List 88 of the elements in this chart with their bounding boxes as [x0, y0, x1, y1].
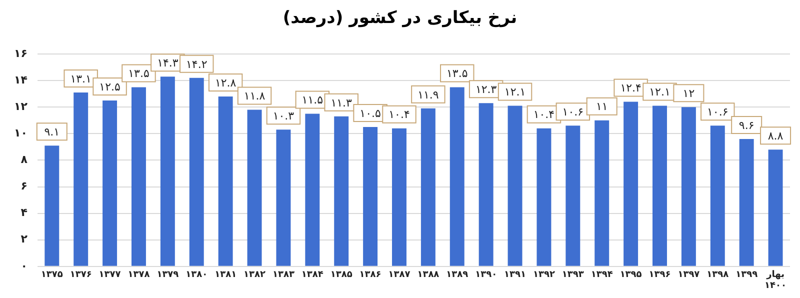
chart-title: نرخ بیکاری در کشور (درصد) [282, 7, 518, 30]
x-tick-label: ۱۳۹۰ [475, 270, 498, 280]
bar [768, 150, 783, 266]
x-tick-label: بهار ۱۴۰۰ [764, 270, 787, 291]
bar [420, 108, 436, 266]
x-tick-label: ۱۳۹۵ [620, 270, 642, 280]
bar [652, 106, 667, 266]
bar [44, 146, 60, 266]
bar [74, 92, 88, 266]
bar [218, 96, 233, 266]
bar [276, 130, 291, 266]
data-label: ۱۲.۱ [649, 86, 670, 99]
x-tick-label: ۱۳۸۹ [446, 270, 469, 280]
x-tick-label: ۱۳۷۵ [40, 270, 64, 280]
x-tick-label: ۱۳۸۴ [301, 270, 324, 280]
data-label: ۱۱ [596, 100, 608, 114]
data-label: ۱۱.۹ [418, 88, 439, 102]
x-tick-label: ۱۳۸۵ [330, 270, 353, 280]
y-tick-label: ۴ [20, 206, 28, 220]
bar [102, 100, 118, 266]
data-label: ۱۲.۵ [99, 80, 120, 94]
y-tick-label: ۱۶ [14, 46, 28, 60]
x-tick-label: ۱۳۹۴ [590, 270, 614, 280]
x-tick-label: ۱۳۸۲ [244, 270, 266, 280]
x-tick-label: ۱۳۸۱ [214, 270, 237, 280]
bar [247, 110, 262, 266]
data-label: ۱۲.۸ [214, 76, 236, 90]
y-tick-label: ۱۰ [14, 126, 28, 140]
x-tick-label: ۱۳۹۸ [706, 270, 730, 280]
data-label: ۱۴.۲ [186, 58, 208, 71]
data-label: ۱۲.۱ [504, 86, 526, 99]
y-tick-label: ۲ [20, 232, 28, 246]
bar [508, 106, 522, 266]
bar [710, 126, 725, 266]
x-tick-label: ۱۳۷۶ [70, 270, 92, 280]
x-tick-label: ۱۳۷۹ [156, 270, 180, 280]
bar [363, 127, 378, 266]
bar [566, 126, 580, 266]
x-tick-label: ۱۳۹۶ [648, 270, 671, 280]
data-label: ۱۳.۱ [70, 72, 92, 86]
bar [739, 138, 754, 266]
data-label: ۱۲.۴ [620, 82, 642, 95]
data-label: ۱۳.۵ [446, 67, 468, 80]
data-label: ۱۴.۳ [157, 56, 178, 70]
data-label: ۱۰.۵ [360, 106, 381, 120]
data-label: ۱۰.۳ [272, 110, 294, 123]
x-tick-label: ۱۳۷۸ [128, 270, 150, 280]
bar [536, 128, 552, 266]
bar [132, 87, 146, 266]
data-label: ۱۱.۸ [244, 90, 266, 103]
x-tick-label: ۱۳۷۷ [98, 270, 122, 280]
data-label: ۱۰.۶ [562, 106, 584, 119]
bar [160, 76, 175, 266]
data-label: ۱۰.۶ [707, 106, 728, 119]
data-label: ۱۳.۵ [128, 67, 150, 80]
bar [392, 128, 406, 266]
data-label: ۱۲ [682, 86, 695, 100]
bar [305, 114, 320, 266]
x-tick-label: ۱۳۸۳ [272, 270, 295, 280]
x-tick-label: ۱۳۸۸ [417, 270, 440, 280]
bar [334, 116, 349, 266]
x-tick-label: ۱۳۸۶ [359, 270, 382, 280]
data-label: ۱۱.۵ [302, 94, 324, 107]
bar [624, 102, 638, 266]
bar [478, 103, 494, 266]
y-tick-label: ۸ [20, 153, 28, 166]
x-tick-label: ۱۳۹۲ [532, 270, 556, 280]
bar [450, 87, 464, 266]
data-label: ۱۱.۳ [330, 96, 352, 110]
x-tick-label: ۱۳۹۳ [562, 270, 584, 280]
bar [189, 78, 204, 266]
x-tick-label: ۱۳۹۱ [504, 270, 526, 280]
bar [681, 107, 696, 266]
data-label: ۹.۱ [44, 125, 60, 138]
data-label: ۱۰.۴ [533, 108, 555, 122]
data-label: ۸.۸ [768, 129, 784, 142]
y-tick-label: ۱۴ [14, 73, 28, 86]
y-tick-label: ۰ [20, 259, 28, 272]
x-tick-label: ۱۳۸۷ [388, 270, 411, 280]
data-label: ۱۰.۴ [388, 108, 410, 122]
y-tick-label: ۱۲ [14, 100, 28, 113]
data-label: ۹.۶ [738, 118, 754, 132]
y-tick-label: ۶ [20, 180, 28, 193]
x-tick-label: ۱۳۹۷ [678, 270, 700, 280]
x-tick-label: ۱۳۹۹ [736, 270, 758, 280]
bar [594, 120, 610, 266]
x-tick-label: ۱۳۸۰ [186, 270, 208, 280]
data-label: ۱۲.۳ [475, 82, 497, 96]
